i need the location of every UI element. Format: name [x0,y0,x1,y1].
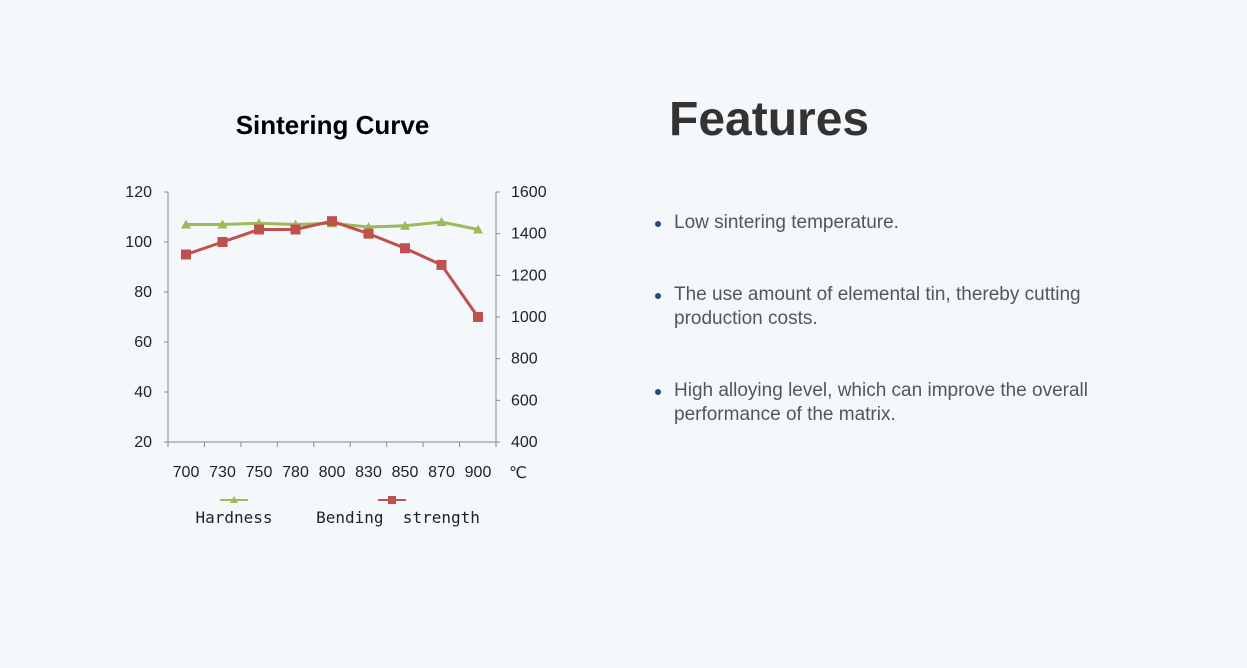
hardness-point [473,224,483,234]
x-tick-label: 780 [282,464,309,481]
chart-title: Sintering Curve [235,110,430,140]
features-heading: Features [669,93,870,146]
left-tick-label: 20 [134,434,152,451]
right-tick-label: 800 [511,351,538,368]
legend-label: Bending strength [316,508,480,527]
feature-text: The use amount of elemental tin, thereby… [674,284,1081,329]
x-tick-label: 750 [246,464,273,481]
right-tick-label: 400 [511,434,538,451]
bending-strength-point [400,243,410,254]
x-tick-label: 730 [209,464,236,481]
bending-strength-point [327,216,337,227]
legend-label: Hardness [195,508,272,527]
x-tick-label: 900 [465,464,492,481]
left-tick-label: 40 [134,384,152,401]
bending-strength-point [181,249,191,260]
left-tick-label: 100 [125,234,152,251]
bullet-icon [655,293,661,299]
feature-item-low-temperature: Low sintering temperature. [655,211,1154,235]
feature-item-alloying-level: High alloying level, which can improve t… [655,379,1154,427]
legend-marker-square [388,496,396,504]
left-tick-label: 120 [125,184,152,201]
hardness-point [217,219,228,229]
x-tick-label: 830 [355,464,382,481]
bullet-icon [655,389,661,395]
x-tick-label: 700 [173,464,200,481]
bending-strength-point [363,228,374,239]
bending-strength-point [436,259,447,270]
bending-strength-point [217,237,228,247]
left-tick-label: 80 [134,284,152,301]
bending-strength-point [254,224,264,235]
right-tick-label: 1400 [511,226,547,243]
feature-item-tin-usage: The use amount of elemental tin, thereby… [655,283,1154,331]
x-tick-label: 870 [428,464,455,481]
right-tick-label: 1000 [511,309,547,326]
sintering-chart: 20 40 60 80 100 120 400 600 800 1000 1200 1400 1600 7… [125,184,547,527]
feature-text: High alloying level, which can improve t… [674,380,1088,425]
bullet-icon [655,221,661,227]
x-tick-label: 800 [319,464,346,481]
legend-marker-triangle [230,496,238,503]
x-tick-label: 850 [392,464,419,481]
right-tick-label: 1200 [511,267,547,284]
x-unit-label: ℃ [509,465,527,482]
bending-strength-point [290,224,301,235]
series-line-bending-strength [185,219,480,318]
hardness-point [400,220,410,230]
right-tick-label: 1600 [511,184,547,201]
feature-text: Low sintering temperature. [674,212,899,233]
right-tick-label: 600 [511,392,538,409]
hardness-point [181,219,191,229]
bending-strength-point [473,312,483,322]
hardness-point [436,217,447,226]
left-tick-label: 60 [134,334,152,351]
